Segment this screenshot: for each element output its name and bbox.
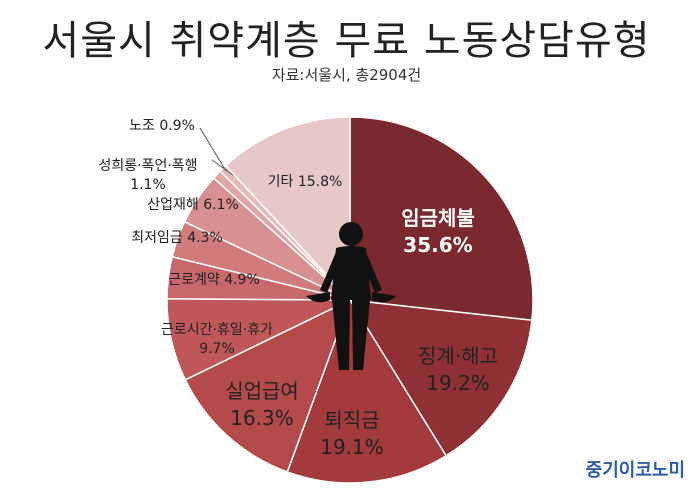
slice-label-value: 35.6% (403, 233, 472, 257)
slice-label: 실업급여 16.3% (225, 379, 299, 430)
leader-line (211, 159, 234, 176)
pie-slice (349, 116, 534, 322)
pie-slice (184, 298, 352, 473)
slice-label-value: 9.7% (199, 341, 235, 357)
slice-label-value: 19.2% (426, 371, 490, 395)
slice-label-value: 19.1% (320, 435, 384, 459)
chart-subtitle: 자료:서울시, 총2904건 (271, 66, 422, 84)
slice-label-name: 징계·해고 (418, 344, 498, 368)
pie-slice (286, 298, 448, 484)
pie-slices (166, 116, 534, 484)
slice-label: 노조 0.9% (129, 118, 195, 134)
slice-labels: 임금체불 35.6% 징계·해고 19.2% 퇴직금 19.1% 실업급여 16.3% 근로시간… (98, 118, 498, 459)
slice-label-name: 근로시간·휴일·휴가 (161, 322, 273, 338)
leader-line (199, 127, 227, 172)
pie-slice (348, 299, 533, 457)
slice-label-name: 성희롱·폭언·폭행 (98, 158, 197, 174)
slice-label-name: 실업급여 (225, 379, 299, 403)
slice-label: 임금체불 35.6% (401, 206, 475, 257)
slice-label: 산업재해 6.1% (147, 197, 239, 213)
leader-lines (199, 127, 234, 176)
slice-label-name: 퇴직금 (324, 408, 379, 432)
slice-label-value: 16.3% (230, 406, 294, 430)
slice-label: 근로시간·휴일·휴가 9.7% (161, 322, 273, 357)
slice-label: 근로계약 4.9% (168, 272, 260, 288)
slice-label: 기타 15.8% (268, 174, 343, 190)
pie-slice (224, 116, 351, 302)
slice-label: 성희롱·폭언·폭행 1.1% (98, 158, 197, 193)
slice-label: 최저임금 4.3% (131, 230, 223, 246)
chart-title: 서울시 취약계층 무료 노동상담유형 (42, 18, 651, 64)
slice-label-name: 임금체불 (401, 206, 475, 230)
slice-label: 징계·해고 19.2% (418, 344, 498, 395)
empty-pockets-person-icon (306, 222, 396, 370)
slice-label: 퇴직금 19.1% (320, 408, 384, 459)
slice-label-value: 1.1% (130, 177, 166, 193)
brand-logo-text: 중기이코노미 (585, 460, 685, 481)
